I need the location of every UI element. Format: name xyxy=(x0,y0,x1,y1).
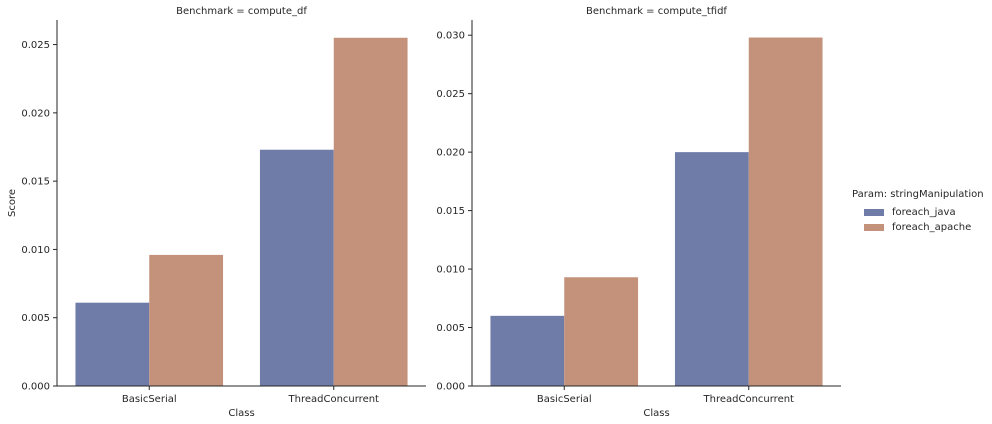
panel-1-y-tick-label: 0.010 xyxy=(21,245,50,256)
legend-swatch-foreach-apache xyxy=(864,224,884,231)
panel-2-bar-foreach-java-threadconcurrent xyxy=(674,152,749,386)
legend-label-foreach-apache: foreach_apache xyxy=(892,222,972,233)
panel-1-title: Benchmark = compute_df xyxy=(176,6,307,17)
panel-1-x-tick-label: BasicSerial xyxy=(122,394,177,405)
legend: Param: stringManipulation foreach_java f… xyxy=(852,189,984,235)
panel-1-y-tick-label: 0.005 xyxy=(21,313,50,324)
panel-2-x-tick-label: ThreadConcurrent xyxy=(703,394,795,405)
panel-1-bar-foreach-java-threadconcurrent xyxy=(259,149,334,386)
panel-1-x-label: Class xyxy=(228,408,254,419)
panel-2-x-label: Class xyxy=(643,408,669,419)
legend-swatch-foreach-java xyxy=(864,209,884,216)
panel-1-bar-foreach-java-basicserial xyxy=(75,302,150,386)
panel-2-y-tick-label: 0.000 xyxy=(436,382,465,393)
legend-item-foreach-java: foreach_java xyxy=(852,205,984,220)
panel-2-bar-foreach-apache-threadconcurrent xyxy=(748,37,823,386)
panel-2-x-tick-label: BasicSerial xyxy=(537,394,592,405)
panel-2-y-tick-label: 0.015 xyxy=(436,206,465,217)
panel-1-y-tick-label: 0.000 xyxy=(21,382,50,393)
panel-2-y-tick-label: 0.030 xyxy=(436,31,465,42)
panel-1-y-tick-label: 0.025 xyxy=(21,40,50,51)
panel-1-bar-foreach-apache-threadconcurrent xyxy=(333,37,408,387)
panel-2-y-tick-label: 0.025 xyxy=(436,89,465,100)
panel-2-bar-foreach-apache-basicserial xyxy=(564,277,639,386)
panel-2-y-tick-label: 0.005 xyxy=(436,323,465,334)
legend-title: Param: stringManipulation xyxy=(852,189,984,200)
panel-2-title: Benchmark = compute_tfidf xyxy=(586,6,727,17)
panel-1-x-tick-label: ThreadConcurrent xyxy=(288,394,380,405)
legend-label-foreach-java: foreach_java xyxy=(892,207,956,218)
panel-2-y-tick-label: 0.020 xyxy=(436,148,465,159)
panel-2-bar-foreach-java-basicserial xyxy=(490,315,565,386)
panel-1-y-tick-label: 0.015 xyxy=(21,177,50,188)
panel-1-y-tick-label: 0.020 xyxy=(21,108,50,119)
panel-1-bar-foreach-apache-basicserial xyxy=(149,254,224,386)
panel-1-y-label: Score xyxy=(7,189,18,217)
panel-2-y-tick-label: 0.010 xyxy=(436,265,465,276)
legend-item-foreach-apache: foreach_apache xyxy=(852,220,984,235)
